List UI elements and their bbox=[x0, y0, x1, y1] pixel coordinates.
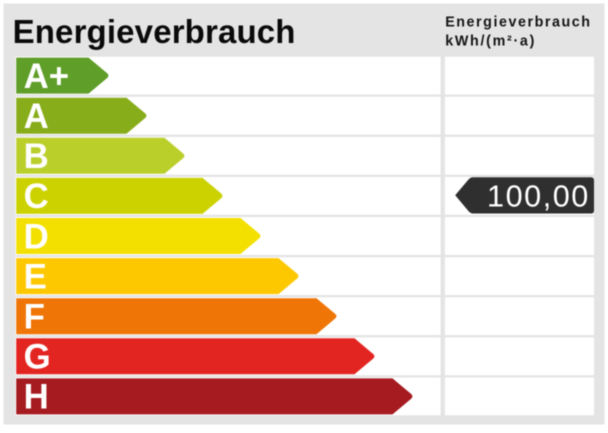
svg-text:100,00: 100,00 bbox=[487, 180, 590, 214]
svg-text:E: E bbox=[24, 257, 47, 296]
svg-text:kWh/(m²·a): kWh/(m²·a) bbox=[445, 33, 536, 49]
svg-text:B: B bbox=[24, 137, 49, 176]
svg-text:Energieverbrauch: Energieverbrauch bbox=[13, 13, 296, 50]
svg-text:H: H bbox=[24, 378, 49, 417]
svg-text:A: A bbox=[24, 97, 49, 136]
svg-text:F: F bbox=[24, 298, 45, 337]
svg-text:C: C bbox=[24, 177, 49, 216]
svg-text:A+: A+ bbox=[24, 57, 69, 96]
svg-text:Energieverbrauch: Energieverbrauch bbox=[445, 15, 591, 31]
svg-text:G: G bbox=[24, 338, 51, 377]
svg-text:D: D bbox=[24, 217, 49, 256]
